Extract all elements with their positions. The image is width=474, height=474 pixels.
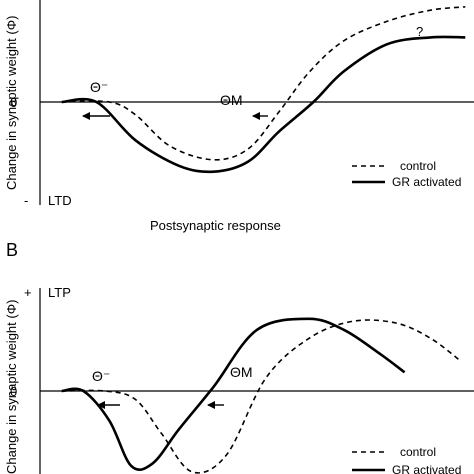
panel-b: B 0 + LTP Change in synaptic weight (Φ) … <box>4 240 474 474</box>
panel-a-minus-sign: - <box>24 193 28 208</box>
panel-a-x-label: Postsynaptic response <box>150 218 281 233</box>
panel-a-legend-gr-label: GR activated <box>392 175 461 189</box>
panel-b-legend: control GR activated <box>352 445 461 474</box>
panel-b-y-label: Change in synaptic weight (Φ) <box>4 300 19 474</box>
panel-b-legend-control-label: control <box>400 445 436 459</box>
panel-b-legend-gr-label: GR activated <box>392 463 461 474</box>
panel-a-zero-label: 0 <box>10 95 17 110</box>
panel-a: 0 - LTD Change in synaptic weight (Φ) Po… <box>4 0 474 233</box>
panel-a-ltd-label: LTD <box>48 193 72 208</box>
panel-a-legend-control-label: control <box>400 159 436 173</box>
panel-b-theta-minus-label: Θ⁻ <box>92 368 110 384</box>
panel-a-control-curve <box>61 6 466 161</box>
panel-b-label: B <box>6 240 18 260</box>
panel-a-y-label: Change in synaptic weight (Φ) <box>4 16 19 190</box>
panel-b-zero-label: 0 <box>10 384 17 399</box>
panel-b-plus-sign: + <box>24 285 32 300</box>
panel-b-control-curve <box>61 319 462 474</box>
panel-a-theta-m-label: ΘM <box>220 92 243 108</box>
panel-b-gr-activated-curve <box>61 317 406 472</box>
panel-b-theta-m-label: ΘM <box>230 364 253 380</box>
panel-a-theta-minus-label: Θ⁻ <box>90 79 108 95</box>
panel-b-ltp-label: LTP <box>48 285 71 300</box>
panel-a-gr-activated-curve <box>61 35 466 174</box>
panel-a-legend: control GR activated <box>352 159 461 189</box>
panel-a-question-mark: ? <box>416 24 423 39</box>
